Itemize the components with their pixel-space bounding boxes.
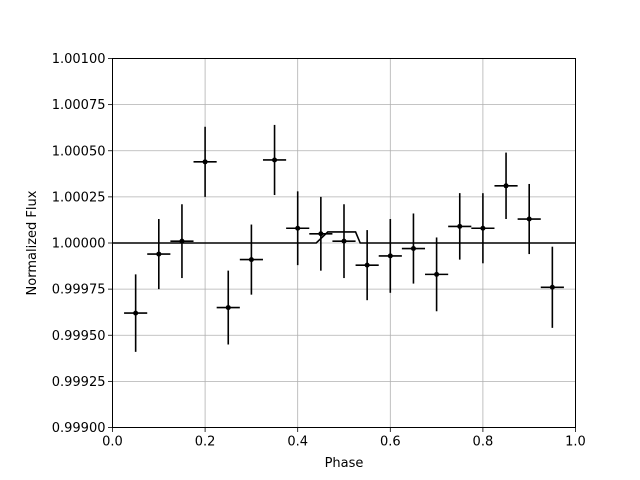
data-point: [457, 223, 463, 229]
y-tick-label: 1.00100: [52, 52, 106, 67]
y-tick-label: 0.99925: [52, 375, 106, 390]
data-point: [364, 262, 370, 268]
y-tick-label: 0.99975: [52, 283, 106, 298]
x-tick-label: 1.0: [565, 435, 586, 450]
data-marks: [112, 124, 576, 352]
y-tick-label: 0.99900: [52, 421, 106, 436]
data-point: [434, 271, 440, 277]
y-tick-label: 0.99950: [52, 329, 106, 344]
data-point: [295, 225, 301, 231]
data-point: [225, 305, 231, 311]
data-point: [156, 251, 162, 257]
y-axis-label: Normalized Flux: [25, 190, 40, 295]
data-point: [341, 238, 347, 244]
y-tick-label: 1.00075: [52, 98, 106, 113]
model-line: [112, 231, 576, 244]
data-point: [549, 284, 555, 290]
data-point: [410, 246, 416, 252]
data-point: [480, 225, 486, 231]
y-tick-label: 1.00000: [52, 237, 106, 252]
data-point: [503, 183, 509, 189]
data-point: [248, 257, 254, 263]
data-point: [202, 159, 208, 165]
data-point: [133, 310, 139, 316]
x-tick-label: 0.4: [287, 435, 308, 450]
data-point: [387, 253, 393, 259]
x-tick-label: 0.6: [380, 435, 401, 450]
x-tick-label: 0.0: [102, 435, 123, 450]
x-tick-label: 0.8: [473, 435, 494, 450]
data-point: [526, 216, 532, 222]
axis-ticks: 0.0 0.2 0.4 0.6 0.8 1.0 0.99900 0.99925 0.99950 0…: [52, 52, 586, 450]
x-tick-label: 0.2: [195, 435, 216, 450]
x-axis-label: Phase: [325, 456, 364, 471]
y-tick-label: 1.00050: [52, 144, 106, 159]
y-tick-label: 1.00025: [52, 190, 106, 205]
data-point: [318, 231, 324, 237]
data-point: [272, 157, 278, 163]
